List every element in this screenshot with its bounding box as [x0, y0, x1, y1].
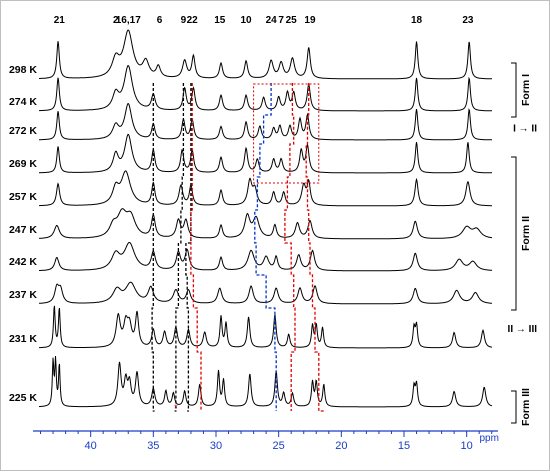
temperature-label: 298 K — [9, 64, 37, 76]
peak-label: 23 — [462, 15, 474, 26]
transition-label: I → II — [513, 124, 537, 135]
x-axis-unit: ppm — [479, 433, 498, 444]
peak-label: 22 — [187, 15, 199, 26]
guide-line-c9b — [185, 83, 192, 412]
peak-label: 9 — [181, 15, 187, 26]
spectrum-242-K — [39, 242, 492, 272]
spectrum-272-K — [39, 103, 492, 141]
x-tick-label: 25 — [273, 440, 285, 452]
spectrum-247-K — [38, 208, 493, 240]
x-tick-label: 35 — [147, 440, 159, 452]
peak-label: 16,17 — [116, 15, 141, 26]
peak-label: 25 — [286, 15, 298, 26]
temperature-label: 247 K — [9, 224, 37, 236]
phase-bracket — [511, 156, 517, 311]
phase-label: Form I — [520, 74, 532, 106]
temperature-label: 237 K — [9, 289, 37, 301]
asterisk-marker: * — [174, 403, 178, 413]
spectrum-274-K — [39, 65, 492, 112]
peak-label: 7 — [278, 15, 284, 26]
x-tick-label: 40 — [85, 440, 97, 452]
guide-line-c6 — [151, 83, 155, 412]
temperature-label: 272 K — [9, 125, 37, 137]
x-tick-label: 15 — [398, 440, 410, 452]
guide-line-c9 — [174, 83, 185, 412]
phase-bracket — [511, 390, 517, 424]
spectrum-257-K — [39, 170, 492, 207]
spectrum-231-K — [39, 305, 493, 349]
temperature-label: 269 K — [9, 158, 37, 170]
phase-bracket — [511, 62, 517, 118]
peak-label: 24 — [266, 15, 278, 26]
peak-label: 6 — [157, 15, 163, 26]
temperature-label: 257 K — [9, 191, 37, 203]
peak-label: 19 — [304, 15, 316, 26]
peak-label: 15 — [214, 15, 226, 26]
guide-line-c19 — [305, 83, 324, 412]
spectrum-298-K — [39, 29, 492, 80]
transition-label: II → III — [508, 324, 538, 335]
guide-line-c25 — [284, 83, 296, 411]
peak-label: 21 — [54, 15, 66, 26]
spectrum-269-K — [39, 133, 492, 174]
highlight-box — [253, 83, 320, 184]
temperature-label: 274 K — [9, 96, 37, 108]
temperature-label: 242 K — [9, 256, 37, 268]
x-tick-label: 10 — [461, 440, 473, 452]
peak-label: 10 — [241, 15, 253, 26]
temperature-label: 225 K — [9, 392, 37, 404]
temperature-label: 231 K — [9, 333, 37, 345]
peak-label: 18 — [411, 15, 423, 26]
x-tick-label: 30 — [210, 440, 222, 452]
phase-label: Form II — [520, 216, 532, 251]
guide-line-c22 — [190, 83, 202, 411]
x-tick-label: 20 — [335, 440, 347, 452]
phase-label: Form III — [520, 388, 532, 426]
spectrum-225-K — [38, 355, 493, 408]
peak-label: 2 — [113, 15, 119, 26]
